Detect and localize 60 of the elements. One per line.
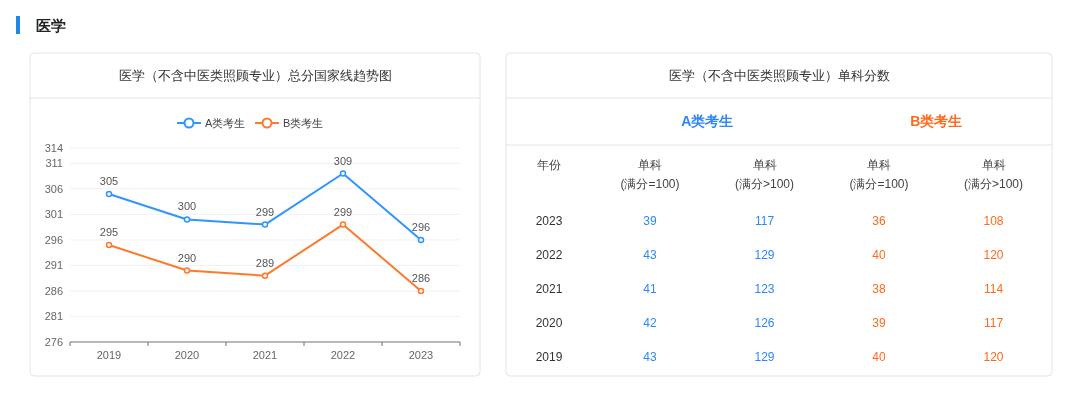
x-tick-label: 单科 (满分>100) bbox=[963, 158, 1024, 191]
data-label: 289 bbox=[255, 256, 275, 269]
data-label: 43 bbox=[643, 248, 657, 262]
data-label: 129 bbox=[754, 248, 775, 262]
legend-label: B类考生 bbox=[283, 117, 324, 129]
data-label: 42 bbox=[643, 316, 657, 330]
data-label: 123 bbox=[754, 282, 775, 296]
x-tick-label: 2020 bbox=[174, 349, 200, 361]
text: B类考生 bbox=[910, 113, 963, 129]
data-label: 36 bbox=[872, 214, 886, 228]
data-label: 286 bbox=[411, 271, 431, 284]
x-tick-label: 2019 bbox=[96, 349, 122, 361]
data-label: 299 bbox=[333, 205, 353, 218]
y-tick-label: 2020 bbox=[535, 316, 563, 330]
data-label: 117 bbox=[983, 316, 1004, 330]
chart-title: 医学（不含中医类照顾专业）单科分数 bbox=[668, 68, 890, 83]
y-axis-title: 年份 bbox=[537, 158, 561, 172]
x-tick-label: 2022 bbox=[330, 349, 356, 361]
chart-title: 医学（不含中医类照顾专业）总分国家线趋势图 bbox=[118, 68, 392, 83]
y-tick-label: 314 bbox=[44, 142, 63, 154]
data-label: 290 bbox=[177, 251, 197, 264]
data-label: 40 bbox=[872, 248, 886, 262]
text: 医学 bbox=[36, 17, 66, 34]
x-tick-label: 单科 (满分=100) bbox=[849, 158, 909, 191]
y-tick-label: 2022 bbox=[535, 248, 563, 262]
y-tick-label: 306 bbox=[44, 182, 63, 195]
data-label: 39 bbox=[872, 316, 886, 330]
data-label: 120 bbox=[983, 248, 1004, 262]
legend-label: A类考生 bbox=[205, 117, 246, 129]
y-tick-label: 276 bbox=[44, 336, 63, 348]
data-label: 305 bbox=[99, 174, 119, 187]
y-tick-label: 291 bbox=[44, 259, 63, 272]
data-label: 117 bbox=[754, 214, 775, 228]
y-tick-label: 311 bbox=[45, 157, 63, 170]
data-label: 296 bbox=[411, 220, 431, 233]
data-label: 39 bbox=[643, 214, 657, 228]
y-tick-label: 2021 bbox=[535, 282, 563, 296]
x-tick-label: 单科 (满分=100) bbox=[620, 158, 680, 191]
text: A类考生 bbox=[681, 113, 734, 129]
data-label: 114 bbox=[983, 282, 1004, 296]
y-tick-label: 281 bbox=[44, 310, 63, 323]
x-tick-label: 单科 (满分>100) bbox=[734, 158, 795, 191]
y-tick-label: 286 bbox=[44, 284, 63, 297]
data-label: 129 bbox=[754, 350, 775, 364]
x-tick-label: 2021 bbox=[252, 349, 278, 361]
data-label: 300 bbox=[177, 200, 197, 213]
data-label: 43 bbox=[643, 350, 657, 364]
data-label: 120 bbox=[983, 350, 1004, 364]
data-label: 108 bbox=[983, 214, 1004, 228]
x-tick-label: 2023 bbox=[408, 349, 434, 361]
data-label: 126 bbox=[754, 316, 775, 330]
data-label: 40 bbox=[872, 350, 886, 364]
data-label: 299 bbox=[255, 205, 275, 218]
y-tick-label: 2023 bbox=[535, 214, 563, 228]
y-tick-label: 301 bbox=[44, 208, 63, 221]
y-tick-label: 296 bbox=[44, 233, 63, 246]
data-label: 41 bbox=[643, 282, 657, 296]
data-label: 295 bbox=[99, 226, 119, 238]
data-label: 38 bbox=[872, 282, 886, 296]
data-label: 309 bbox=[333, 154, 353, 167]
